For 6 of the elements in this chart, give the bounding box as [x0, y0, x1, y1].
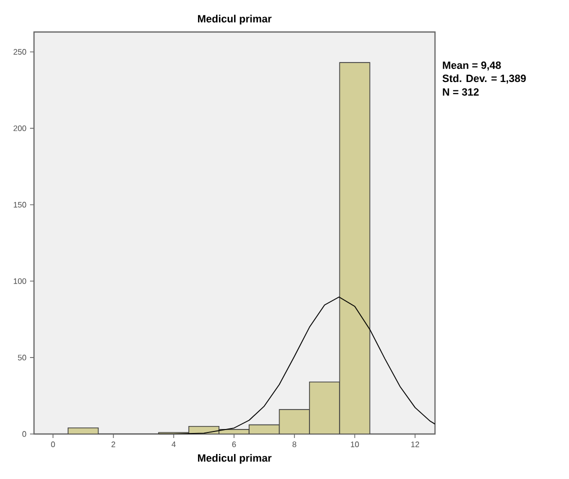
- text: Std. Dev. = 1,389: [442, 74, 526, 84]
- line-series: [158, 296, 436, 434]
- x-axis-title: Medicul primar: [198, 454, 272, 464]
- chart-title: Medicul primar: [198, 14, 272, 24]
- text: Mean = 9,48: [442, 62, 501, 70]
- text: N = 312: [442, 88, 479, 96]
